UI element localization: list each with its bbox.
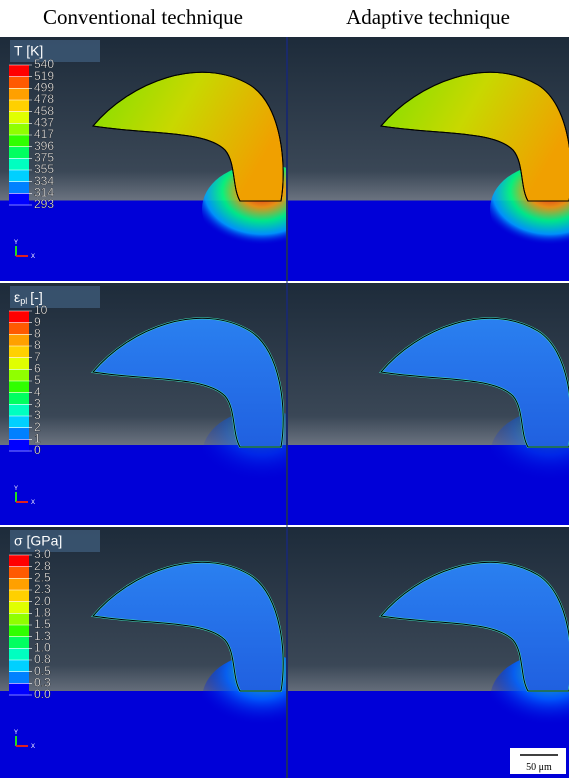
triad-y-label: Y bbox=[14, 730, 18, 736]
figure: Conventional technique Adaptive techniqu… bbox=[0, 0, 569, 778]
colorbar-segment bbox=[9, 323, 29, 335]
colorbar-label: 0.0 bbox=[34, 687, 51, 701]
triad-y-label: Y bbox=[14, 240, 18, 246]
colorbar-segment bbox=[9, 158, 29, 170]
triad-x-label: X bbox=[31, 500, 35, 506]
triad-x-label: X bbox=[31, 744, 35, 750]
colorbar-segment bbox=[9, 613, 29, 625]
contour-panel bbox=[288, 527, 569, 778]
colorbar-segment bbox=[9, 683, 29, 695]
colorbar-segment bbox=[9, 170, 29, 182]
colorbar-segment bbox=[9, 660, 29, 672]
colorbar-segment bbox=[9, 182, 29, 194]
colorbar-segment bbox=[9, 672, 29, 684]
colorbar-segment bbox=[9, 439, 29, 451]
colorbar-segment bbox=[9, 567, 29, 579]
column-header: Adaptive technique bbox=[346, 5, 510, 29]
triad-x-label: X bbox=[31, 254, 35, 260]
colorbar-segment bbox=[9, 404, 29, 416]
colorbar-label: 293 bbox=[34, 197, 54, 211]
colorbar-segment bbox=[9, 77, 29, 89]
colorbar-segment bbox=[9, 346, 29, 358]
colorbar-segment bbox=[9, 147, 29, 159]
colorbar-segment bbox=[9, 65, 29, 77]
colorbar-segment bbox=[9, 602, 29, 614]
colorbar-segment bbox=[9, 123, 29, 135]
colorbar-segment bbox=[9, 578, 29, 590]
contour-panel: T [K]54051949947845843741739637535533431… bbox=[0, 37, 322, 281]
colorbar-segment bbox=[9, 648, 29, 660]
colorbar-segment bbox=[9, 135, 29, 147]
contour-panel bbox=[288, 283, 569, 525]
colorbar-segment bbox=[9, 428, 29, 440]
colorbar-segment bbox=[9, 637, 29, 649]
legend-subscript: pl bbox=[20, 296, 27, 306]
colorbar-segment bbox=[9, 358, 29, 370]
contour-panel: σ [GPa]3.02.82.52.32.01.81.51.31.00.80.5… bbox=[0, 527, 322, 778]
colorbar-segment bbox=[9, 416, 29, 428]
colorbar-segment bbox=[9, 369, 29, 381]
colorbar-segment bbox=[9, 112, 29, 124]
column-header: Conventional technique bbox=[43, 5, 243, 29]
colorbar-segment bbox=[9, 193, 29, 205]
colorbar-segment bbox=[9, 334, 29, 346]
colorbar-segment bbox=[9, 625, 29, 637]
colorbar-segment bbox=[9, 311, 29, 323]
colorbar-segment bbox=[9, 381, 29, 393]
triad-y-label: Y bbox=[14, 486, 18, 492]
colorbar-segment bbox=[9, 393, 29, 405]
colorbar-segment bbox=[9, 590, 29, 602]
scale-bar-label: 50 μm bbox=[526, 762, 552, 773]
contour-panel bbox=[288, 37, 569, 281]
colorbar-label: 0 bbox=[34, 443, 41, 457]
colorbar-segment bbox=[9, 100, 29, 112]
colorbar-segment bbox=[9, 555, 29, 567]
colorbar-segment bbox=[9, 88, 29, 100]
